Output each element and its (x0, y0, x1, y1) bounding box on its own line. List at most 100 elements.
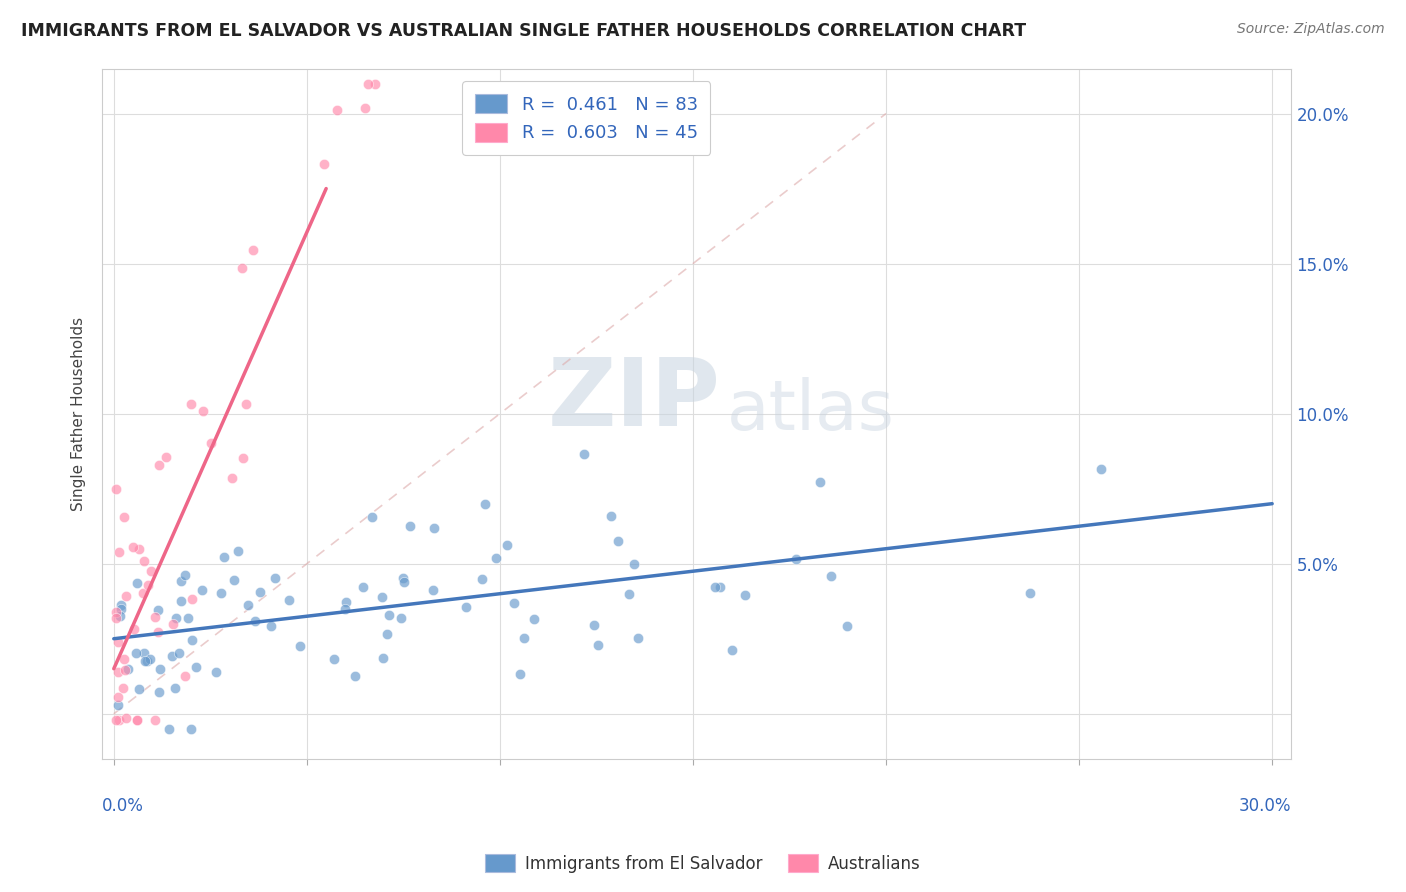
Point (112, 510, 135, 524)
Point (377, 608, 399, 623)
Point (177, 611, 200, 625)
Point (124, 622, 146, 636)
Point (159, 722, 181, 736)
Point (127, 713, 149, 727)
Point (423, 521, 446, 535)
Point (200, 435, 222, 450)
Point (375, 627, 398, 641)
Point (174, 568, 197, 582)
Point (389, 611, 412, 625)
Point (221, 471, 243, 485)
Point (323, 652, 346, 666)
Point (107, 635, 129, 649)
Point (148, 685, 170, 699)
Point (835, 619, 858, 633)
Point (131, 586, 153, 600)
Point (110, 601, 132, 615)
Point (572, 447, 595, 461)
Point (148, 625, 170, 640)
Point (117, 662, 139, 676)
Point (586, 638, 609, 652)
Point (314, 157, 336, 171)
Point (128, 681, 150, 696)
Point (502, 596, 524, 610)
Point (125, 646, 148, 660)
Point (399, 519, 422, 533)
Point (820, 569, 842, 583)
Point (122, 540, 145, 554)
Point (513, 631, 536, 645)
Text: 30.0%: 30.0% (1239, 797, 1292, 814)
Point (112, 652, 135, 666)
Point (471, 572, 494, 586)
Point (617, 587, 640, 601)
Point (523, 612, 546, 626)
Y-axis label: Single Father Households: Single Father Households (72, 317, 86, 511)
Point (107, 665, 129, 680)
Point (361, 509, 384, 524)
Point (110, 609, 132, 624)
Point (167, 647, 190, 661)
Point (278, 593, 301, 607)
Point (231, 260, 253, 275)
Point (115, 589, 138, 603)
Text: atlas: atlas (727, 376, 894, 443)
Point (222, 574, 245, 588)
Point (160, 649, 183, 664)
Text: IMMIGRANTS FROM EL SALVADOR VS AUSTRALIAN SINGLE FATHER HOUSEHOLDS CORRELATION C: IMMIGRANTS FROM EL SALVADOR VS AUSTRALIA… (21, 22, 1026, 40)
Point (1018, 585, 1040, 599)
Point (343, 669, 366, 683)
Point (392, 574, 415, 589)
Point (104, 605, 127, 619)
Point (107, 698, 129, 712)
Point (104, 482, 127, 496)
Point (703, 580, 725, 594)
Text: Source: ZipAtlas.com: Source: ZipAtlas.com (1237, 22, 1385, 37)
Point (474, 497, 496, 511)
Point (582, 617, 605, 632)
Point (132, 646, 155, 660)
Point (114, 663, 136, 677)
Point (136, 578, 159, 592)
Point (209, 586, 232, 600)
Point (110, 599, 132, 613)
Point (104, 610, 127, 624)
Point (422, 582, 444, 597)
Legend: R =  0.461   N = 83, R =  0.603   N = 45: R = 0.461 N = 83, R = 0.603 N = 45 (463, 81, 710, 155)
Point (180, 722, 202, 736)
Point (354, 102, 377, 116)
Point (162, 617, 184, 632)
Point (235, 397, 257, 411)
Point (335, 595, 357, 609)
Point (226, 543, 249, 558)
Point (143, 610, 166, 624)
Point (212, 549, 235, 564)
Point (607, 533, 630, 548)
Point (509, 667, 531, 681)
Point (170, 574, 193, 588)
Point (335, 601, 357, 615)
Point (232, 451, 254, 466)
Point (108, 713, 131, 727)
Point (1090, 462, 1112, 476)
Point (204, 665, 226, 679)
Point (134, 654, 156, 668)
Point (128, 542, 150, 557)
Point (709, 580, 731, 594)
Point (352, 580, 374, 594)
Point (135, 654, 157, 668)
Text: ZIP: ZIP (548, 354, 721, 446)
Point (364, 77, 387, 91)
Point (180, 397, 202, 411)
Point (174, 669, 197, 683)
Point (392, 571, 415, 585)
Point (600, 508, 623, 523)
Point (181, 592, 204, 607)
Point (242, 243, 264, 257)
Point (155, 450, 177, 464)
Point (184, 659, 207, 673)
Point (132, 554, 155, 568)
Point (326, 103, 349, 117)
Point (170, 593, 193, 607)
Point (785, 552, 807, 566)
